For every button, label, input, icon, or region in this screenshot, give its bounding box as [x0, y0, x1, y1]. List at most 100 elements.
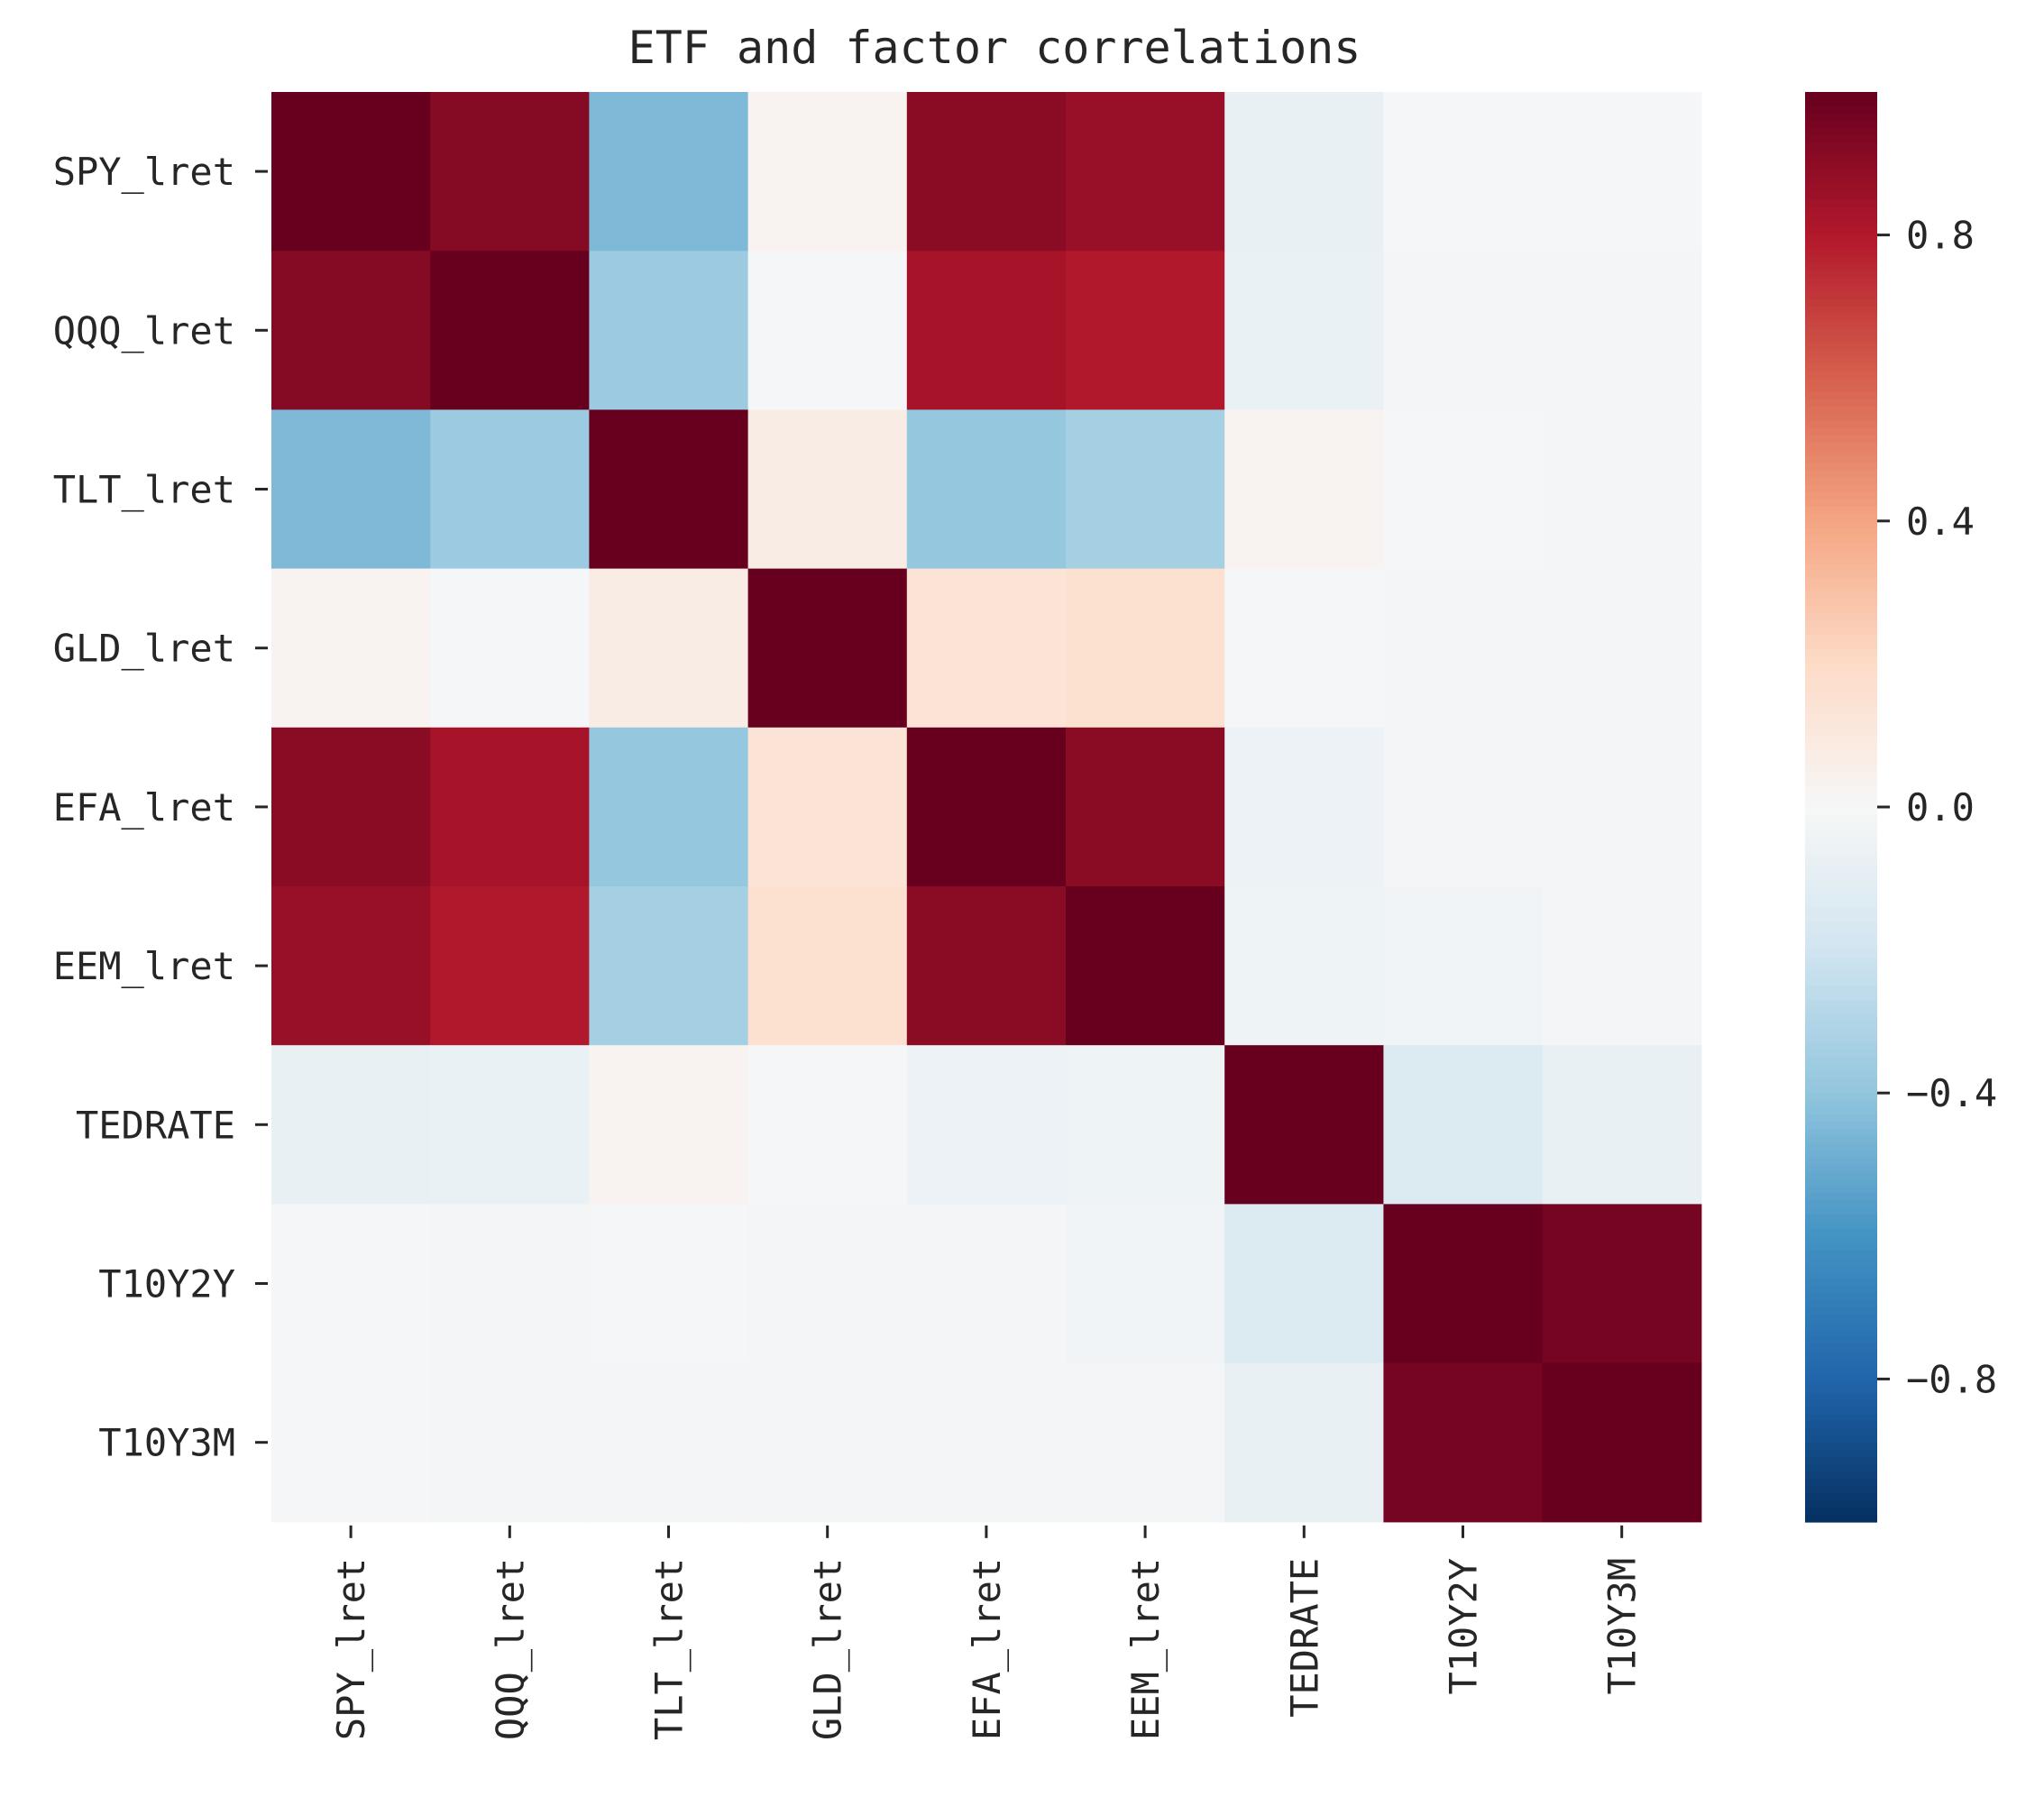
colorbar-segment	[1805, 313, 1877, 322]
colorbar-segment	[1805, 1315, 1877, 1323]
colorbar-segment	[1805, 492, 1877, 500]
heatmap-cell-8-3	[747, 1362, 908, 1523]
heatmap-cell-2-8	[1542, 409, 1702, 570]
heatmap-cell-3-3	[747, 568, 908, 729]
colorbar-segment	[1805, 1415, 1877, 1423]
x-tick-label: TLT_lret	[647, 1558, 692, 1740]
heatmap-cell-3-8	[1542, 568, 1702, 729]
colorbar-segment	[1805, 263, 1877, 271]
colorbar-segment	[1805, 220, 1877, 229]
colorbar-segment	[1805, 285, 1877, 293]
colorbar-segment	[1805, 206, 1877, 215]
colorbar-segment	[1805, 878, 1877, 886]
colorbar-segment	[1805, 1393, 1877, 1401]
colorbar-segment	[1805, 163, 1877, 171]
heatmap-cell-3-2	[589, 568, 749, 729]
heatmap-cell-4-6	[1224, 727, 1384, 887]
colorbar-segment	[1805, 335, 1877, 344]
colorbar-segment	[1805, 1264, 1877, 1273]
colorbar-segment	[1805, 1428, 1877, 1437]
colorbar-segment	[1805, 993, 1877, 1001]
y-tick-label: TLT_lret	[53, 468, 235, 512]
colorbar-segment	[1805, 649, 1877, 658]
colorbar-segment	[1805, 885, 1877, 894]
heatmap-cell-1-1	[430, 251, 590, 410]
colorbar-segment	[1805, 1472, 1877, 1481]
colorbar-segment	[1805, 986, 1877, 994]
colorbar-segment	[1805, 957, 1877, 966]
colorbar-segment	[1805, 1007, 1877, 1015]
colorbar-segment	[1805, 256, 1877, 264]
heatmap-cell-4-8	[1542, 727, 1702, 887]
heatmap-cell-0-0	[271, 92, 431, 252]
colorbar-segment	[1805, 635, 1877, 644]
colorbar-segment	[1805, 1286, 1877, 1294]
heatmap-cell-6-3	[747, 1045, 908, 1205]
heatmap-cell-1-5	[1066, 251, 1225, 410]
y-tick-label: TEDRATE	[76, 1103, 235, 1147]
colorbar-segment	[1805, 893, 1877, 901]
colorbar-segment	[1805, 1321, 1877, 1330]
y-tick-label: SPY_lret	[53, 150, 235, 194]
heatmap-cell-6-1	[430, 1045, 590, 1205]
colorbar-segment	[1805, 242, 1877, 251]
colorbar-segment	[1805, 642, 1877, 651]
colorbar-segment	[1805, 385, 1877, 393]
heatmap-cell-3-7	[1383, 568, 1544, 729]
heatmap-cell-0-5	[1066, 92, 1225, 252]
colorbar-segment	[1805, 149, 1877, 157]
colorbar-segment	[1805, 900, 1877, 908]
heatmap-cell-1-4	[906, 251, 1067, 410]
colorbar-segment	[1805, 1164, 1877, 1173]
colorbar-segment	[1805, 921, 1877, 930]
x-tick-label: T10Y3M	[1600, 1558, 1645, 1695]
heatmap-cell-5-0	[271, 886, 431, 1046]
colorbar-segment	[1805, 1257, 1877, 1266]
colorbar-segment	[1805, 399, 1877, 408]
colorbar-segment	[1805, 1021, 1877, 1030]
heatmap-cell-2-6	[1224, 409, 1384, 570]
heatmap-cell-1-0	[271, 251, 431, 410]
heatmap-cell-5-6	[1224, 886, 1384, 1046]
colorbar-segment	[1805, 1357, 1877, 1366]
colorbar-segment	[1805, 535, 1877, 544]
colorbar-segment	[1805, 1293, 1877, 1301]
colorbar-segment	[1805, 656, 1877, 665]
heatmap-cell-8-4	[906, 1362, 1067, 1523]
heatmap-cell-6-2	[589, 1045, 749, 1205]
colorbar-segment	[1805, 1064, 1877, 1073]
colorbar-segment	[1805, 692, 1877, 701]
colorbar-segment	[1805, 571, 1877, 579]
colorbar-segment	[1805, 463, 1877, 472]
heatmap-cell-0-8	[1542, 92, 1702, 252]
x-tick-label: SPY_lret	[329, 1558, 373, 1740]
colorbar-segment	[1805, 1013, 1877, 1022]
heatmap-cell-7-2	[589, 1204, 749, 1364]
colorbar-tick-label: −0.8	[1906, 1357, 1997, 1401]
colorbar-tick-label: 0.8	[1906, 214, 1975, 258]
colorbar-segment	[1805, 935, 1877, 944]
heatmap-cell-7-3	[747, 1204, 908, 1364]
colorbar-segment	[1805, 427, 1877, 436]
colorbar-segment	[1805, 1279, 1877, 1287]
heatmap-cell-7-0	[271, 1204, 431, 1364]
colorbar-segment	[1805, 349, 1877, 358]
colorbar-segment	[1805, 1343, 1877, 1352]
colorbar-segment	[1805, 198, 1877, 207]
colorbar-segment	[1805, 864, 1877, 872]
colorbar-segment	[1805, 249, 1877, 257]
colorbar-segment	[1805, 585, 1877, 593]
colorbar-segment	[1805, 120, 1877, 129]
colorbar-segment	[1805, 1515, 1877, 1523]
colorbar-segment	[1805, 134, 1877, 143]
colorbar-segment	[1805, 600, 1877, 608]
heatmap-cell-8-8	[1542, 1362, 1702, 1523]
colorbar-segment	[1805, 971, 1877, 979]
colorbar-segment	[1805, 513, 1877, 522]
heatmap-cell-2-7	[1383, 409, 1544, 570]
colorbar-segment	[1805, 628, 1877, 637]
colorbar-segment	[1805, 1135, 1877, 1144]
colorbar-segment	[1805, 756, 1877, 766]
colorbar-segment	[1805, 1215, 1877, 1223]
heatmap-cell-2-1	[430, 409, 590, 570]
